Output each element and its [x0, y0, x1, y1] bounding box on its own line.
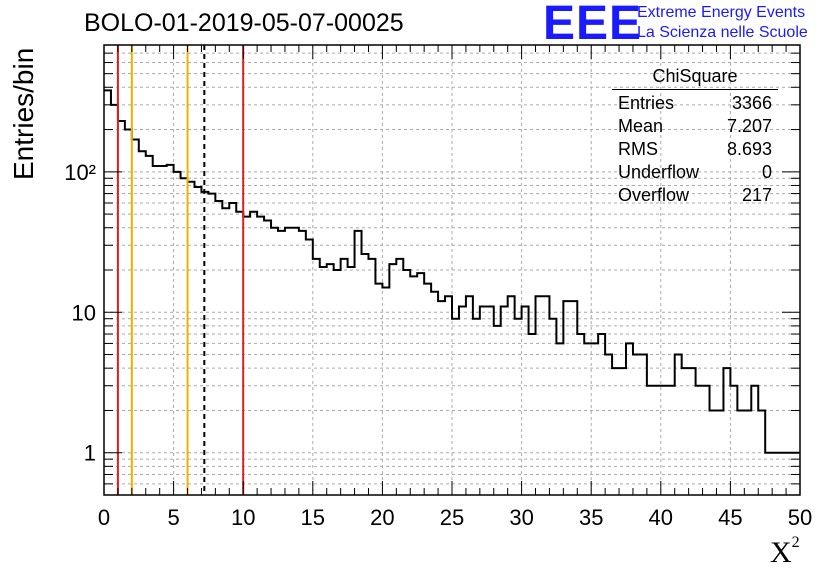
stats-label: Mean: [618, 116, 664, 136]
stats-row-mean: Mean 7.207: [612, 115, 778, 138]
stats-row-underflow: Underflow 0: [612, 161, 778, 184]
logo-line-2: La Scienza nelle Scuole: [637, 24, 808, 41]
x-axis-label: X2: [770, 534, 800, 570]
chart-title: BOLO-01-2019-05-07-00025: [84, 9, 404, 37]
eee-logo: EEE: [543, 0, 643, 50]
logo-line-1: Extreme Energy Events: [637, 4, 806, 21]
histogram-series: [104, 89, 800, 454]
stats-value: 0: [761, 162, 772, 182]
stats-value: 8.693: [726, 139, 772, 159]
y-tick-label: 10²: [64, 160, 96, 185]
stats-title: ChiSquare: [612, 66, 778, 90]
x-tick-label: 45: [718, 505, 742, 530]
y-tick-label: 10: [72, 300, 96, 325]
stats-label: Underflow: [618, 162, 700, 182]
stats-row-entries: Entries 3366: [612, 92, 778, 115]
stats-value: 7.207: [726, 116, 772, 136]
y-tick-label: 1: [84, 441, 96, 466]
stats-row-rms: RMS 8.693: [612, 138, 778, 161]
x-tick-label: 40: [649, 505, 673, 530]
x-tick-label: 0: [98, 505, 110, 530]
x-tick-label: 10: [231, 505, 255, 530]
stats-value: 217: [741, 185, 772, 205]
x-tick-label: 20: [370, 505, 394, 530]
x-tick-label: 15: [301, 505, 325, 530]
stats-label: RMS: [618, 139, 658, 159]
stats-rows: Entries 3366 Mean 7.207 RMS 8.693 Underflow…: [612, 92, 778, 207]
x-axis-label-base: X: [770, 536, 792, 569]
stats-box: ChiSquare Entries 3366 Mean 7.207 RMS 8.693…: [612, 66, 778, 207]
x-axis-label-sup: 2: [791, 534, 800, 551]
stats-label: Entries: [618, 93, 675, 113]
x-tick-label: 35: [579, 505, 603, 530]
stats-row-overflow: Overflow 217: [612, 184, 778, 207]
x-tick-label: 25: [440, 505, 464, 530]
stats-value: 3366: [731, 93, 772, 113]
x-tick-label: 5: [167, 505, 179, 530]
x-tick-label: 50: [788, 505, 812, 530]
logo-subtitle: Extreme Energy Events La Scienza nelle S…: [637, 3, 808, 43]
stats-label: Overflow: [618, 185, 690, 205]
x-tick-label: 30: [509, 505, 533, 530]
